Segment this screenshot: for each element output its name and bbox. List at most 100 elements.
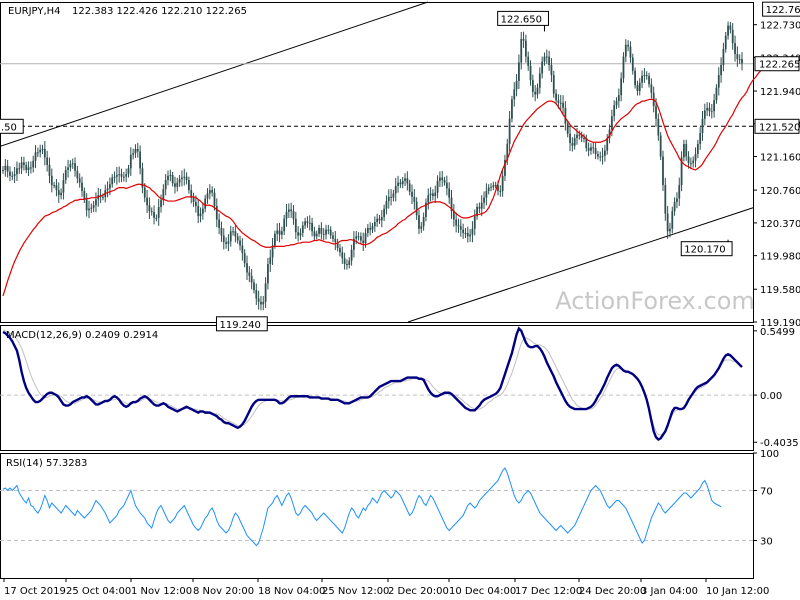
candle-body bbox=[192, 197, 195, 202]
candle-body bbox=[401, 180, 404, 185]
candle-body bbox=[506, 143, 509, 160]
price-tag-label: 121.520 bbox=[759, 122, 800, 133]
candle-body bbox=[501, 175, 504, 191]
candle-body bbox=[638, 82, 641, 92]
candle-body bbox=[622, 56, 625, 79]
candle-body bbox=[129, 154, 132, 169]
candle-body bbox=[729, 25, 732, 30]
candle-body bbox=[176, 182, 179, 187]
candle-body bbox=[353, 238, 355, 250]
candle-body bbox=[220, 227, 223, 236]
candle-body bbox=[457, 225, 460, 227]
price-tag-label: 122.265 bbox=[759, 60, 800, 71]
annotation-label: 119.240 bbox=[219, 320, 260, 331]
candle-body bbox=[669, 228, 671, 232]
candle-body bbox=[722, 49, 725, 65]
candle-body bbox=[162, 189, 165, 201]
candle-body bbox=[194, 201, 197, 207]
candle-body bbox=[441, 177, 444, 181]
candle-body bbox=[513, 89, 516, 100]
candle-body bbox=[518, 62, 520, 81]
candle-body bbox=[350, 249, 353, 261]
candle-body bbox=[211, 190, 214, 193]
candle-body bbox=[197, 206, 200, 217]
candle-body bbox=[599, 156, 602, 158]
trend-channel-upper-line bbox=[0, 1, 429, 147]
candle-body bbox=[680, 157, 683, 186]
annotation-box bbox=[680, 241, 733, 257]
price-axis-tick-label: 119.190 bbox=[760, 318, 800, 329]
candle-body bbox=[583, 138, 585, 140]
candle-body bbox=[113, 176, 116, 178]
candle-body bbox=[627, 44, 630, 47]
candle-body bbox=[318, 227, 320, 234]
candle-body bbox=[204, 198, 207, 209]
candle-body bbox=[536, 87, 539, 95]
candle-body bbox=[701, 118, 704, 134]
candle-body bbox=[341, 252, 344, 259]
price-tag-box bbox=[754, 56, 800, 72]
candle-body bbox=[406, 178, 409, 184]
candle-body bbox=[527, 56, 530, 66]
candle-body bbox=[620, 78, 623, 96]
candle-body bbox=[687, 156, 690, 164]
candle-body bbox=[515, 80, 518, 90]
candle-body bbox=[201, 208, 204, 214]
candle-body bbox=[566, 123, 569, 134]
candle-body bbox=[269, 257, 272, 265]
candle-body bbox=[102, 196, 104, 198]
price-panel-frame bbox=[0, 2, 754, 323]
candle-body bbox=[380, 217, 383, 221]
candle-body bbox=[229, 231, 232, 242]
candle-body bbox=[369, 227, 372, 230]
candle-body bbox=[490, 186, 492, 188]
candle-body bbox=[641, 75, 643, 83]
price-axis-tick-label: 119.980 bbox=[760, 252, 800, 263]
rsi-line bbox=[2, 467, 722, 547]
candle-body bbox=[273, 233, 276, 246]
candle-body bbox=[143, 187, 146, 198]
annotation-box bbox=[0, 118, 24, 134]
candle-body bbox=[297, 232, 300, 236]
candle-body bbox=[92, 205, 95, 208]
candle-body bbox=[724, 35, 727, 50]
candle-body bbox=[4, 165, 7, 170]
candle-body bbox=[692, 160, 695, 164]
candle-body bbox=[404, 178, 406, 181]
candle-body bbox=[334, 238, 337, 243]
candle-body bbox=[615, 101, 618, 106]
candle-body bbox=[657, 118, 660, 136]
candle-body bbox=[555, 93, 557, 101]
annotation-label: 122.650 bbox=[501, 14, 542, 25]
candle-body bbox=[271, 245, 274, 258]
candle-body bbox=[190, 190, 193, 198]
candle-body bbox=[118, 174, 121, 176]
rsi-axis-tick-label: 100 bbox=[760, 449, 779, 460]
candle-body bbox=[85, 199, 88, 211]
candle-body bbox=[492, 185, 495, 187]
candle-body bbox=[613, 105, 616, 117]
candle-body bbox=[327, 229, 330, 231]
annotation-box bbox=[215, 316, 268, 332]
x-axis-tick-label: 3 Jan 04:00 bbox=[641, 586, 698, 597]
candle-body bbox=[497, 185, 499, 191]
candle-body bbox=[178, 179, 181, 183]
candle-body bbox=[174, 183, 176, 187]
candle-body bbox=[287, 209, 290, 212]
candle-body bbox=[157, 206, 160, 218]
candle-body bbox=[664, 185, 667, 214]
candle-body bbox=[648, 75, 650, 85]
candle-body bbox=[422, 217, 425, 227]
candle-body bbox=[713, 100, 716, 112]
candle-body bbox=[548, 56, 551, 65]
candle-body bbox=[562, 102, 564, 108]
candle-body bbox=[399, 182, 402, 185]
price-axis-tick-label: 122.730 bbox=[760, 21, 800, 32]
candle-body bbox=[362, 240, 365, 244]
candle-body bbox=[225, 242, 227, 244]
candle-body bbox=[734, 43, 736, 55]
candle-body bbox=[715, 87, 718, 101]
candle-body bbox=[629, 46, 632, 58]
candle-body bbox=[720, 64, 722, 76]
candle-body bbox=[301, 225, 304, 233]
